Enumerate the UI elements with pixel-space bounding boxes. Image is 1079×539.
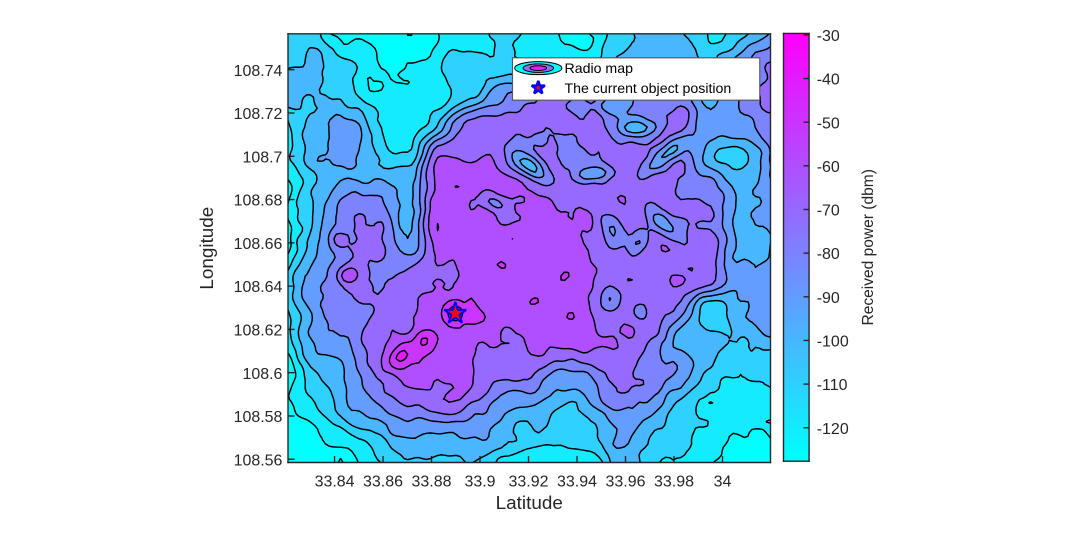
svg-text:-60: -60 — [817, 159, 840, 176]
svg-text:Radio map: Radio map — [564, 61, 633, 77]
svg-text:-120: -120 — [817, 421, 849, 438]
svg-text:108.66: 108.66 — [234, 236, 283, 253]
svg-text:33.96: 33.96 — [606, 473, 646, 490]
svg-text:-110: -110 — [817, 377, 848, 394]
svg-text:-100: -100 — [817, 334, 849, 351]
svg-text:108.64: 108.64 — [234, 279, 283, 296]
svg-text:33.94: 33.94 — [557, 473, 597, 490]
svg-text:33.88: 33.88 — [412, 473, 452, 490]
svg-text:-40: -40 — [817, 72, 840, 89]
svg-text:Longitude: Longitude — [197, 207, 218, 290]
svg-text:108.74: 108.74 — [234, 63, 283, 80]
svg-text:108.56: 108.56 — [234, 452, 283, 469]
svg-text:33.84: 33.84 — [315, 473, 355, 490]
svg-text:Latitude: Latitude — [496, 493, 563, 514]
svg-text:-50: -50 — [817, 115, 840, 132]
svg-text:-30: -30 — [817, 28, 840, 45]
svg-text:33.98: 33.98 — [654, 473, 694, 490]
svg-text:-90: -90 — [817, 290, 840, 307]
svg-text:33.9: 33.9 — [464, 473, 495, 490]
svg-text:-80: -80 — [817, 246, 840, 263]
svg-text:The current object position: The current object position — [564, 81, 731, 97]
svg-text:33.92: 33.92 — [509, 473, 549, 490]
svg-text:108.72: 108.72 — [234, 106, 283, 123]
svg-text:108.58: 108.58 — [234, 409, 283, 426]
svg-text:108.6: 108.6 — [242, 366, 282, 383]
svg-text:34: 34 — [714, 473, 732, 490]
svg-text:108.7: 108.7 — [242, 149, 282, 166]
svg-text:108.68: 108.68 — [234, 193, 283, 210]
svg-text:Received power (dbm): Received power (dbm) — [860, 169, 877, 325]
svg-text:-70: -70 — [817, 203, 840, 220]
svg-text:33.86: 33.86 — [363, 473, 403, 490]
svg-text:108.62: 108.62 — [234, 322, 283, 339]
